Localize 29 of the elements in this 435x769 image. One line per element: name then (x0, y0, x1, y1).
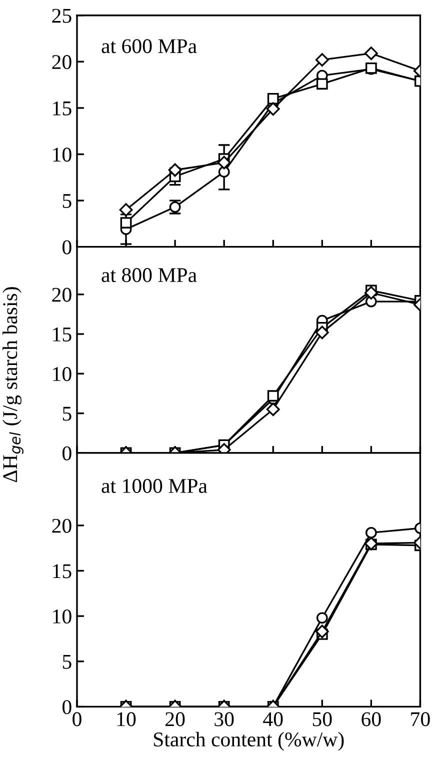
y-tick-label: 10 (53, 367, 72, 382)
x-tick-label: 30 (214, 712, 234, 726)
y-tick-label: 10 (53, 609, 72, 624)
y-tick-label: 25 (52, 8, 72, 23)
y-axis-title: ΔH$_{gel}$ (J/g starch basis) (2, 287, 24, 482)
y-tick-label: 5 (62, 194, 72, 208)
y-tick-label: 10 (53, 148, 72, 162)
x-axis-title: Starch content (%w/w) (154, 732, 344, 751)
annotation: at 600 MPa (102, 39, 197, 54)
y-tick-label: 5 (62, 406, 72, 421)
y-tick-label: 15 (53, 328, 72, 342)
annotation: at 800 MPa (102, 268, 197, 282)
annotation: at 1000 MPa (102, 478, 208, 493)
y-tick-label: 0 (62, 700, 72, 714)
y-tick-label: 0 (62, 240, 72, 254)
x-tick-label: 0 (72, 712, 82, 726)
y-tick-label: 20 (52, 55, 72, 70)
y-tick-label: 5 (62, 654, 72, 669)
x-tick-label: 60 (362, 712, 381, 726)
y-tick-label: 15 (53, 564, 72, 578)
x-tick-label: 50 (312, 712, 332, 726)
x-tick-label: 20 (166, 712, 185, 726)
x-tick-label: 70 (411, 712, 430, 726)
y-tick-label: 20 (52, 518, 72, 533)
y-tick-label: 0 (62, 446, 72, 460)
y-tick-label: 20 (52, 288, 72, 302)
x-tick-label: 10 (117, 712, 136, 726)
x-tick-label: 40 (263, 712, 283, 726)
y-tick-label: 15 (53, 101, 72, 116)
